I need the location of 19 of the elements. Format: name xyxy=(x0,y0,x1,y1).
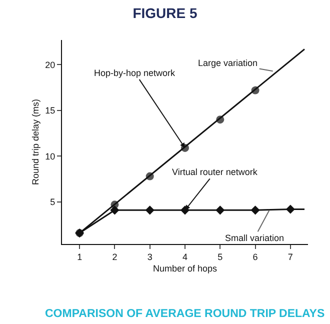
x-tick-label: 7 xyxy=(288,252,293,262)
annotation: Small variation xyxy=(225,233,284,243)
x-tick-label: 3 xyxy=(147,252,152,262)
x-tick-label: 2 xyxy=(112,252,118,262)
x-tick-label: 4 xyxy=(182,252,188,262)
y-tick-label: 5 xyxy=(50,197,56,208)
x-tick-label: 1 xyxy=(77,252,82,262)
annotation: Large variation xyxy=(198,58,258,68)
x-axis-title: Number of hops xyxy=(152,264,218,274)
text: Hop-by-hop network xyxy=(94,68,176,78)
text: Virtual router network xyxy=(172,167,258,177)
x-tick-label: 5 xyxy=(218,252,223,262)
y-tick-label: 10 xyxy=(45,151,56,162)
text: COMPARISON OF AVERAGE ROUND TRIP DELAYS xyxy=(45,308,325,320)
chart-title: FIGURE 5 xyxy=(132,4,198,21)
y-tick-label: 15 xyxy=(45,106,56,116)
y-tick-label: 20 xyxy=(45,60,56,70)
y-axis-title: Round trip delay (ms) xyxy=(30,98,41,186)
x-tick-label: 6 xyxy=(252,252,258,262)
